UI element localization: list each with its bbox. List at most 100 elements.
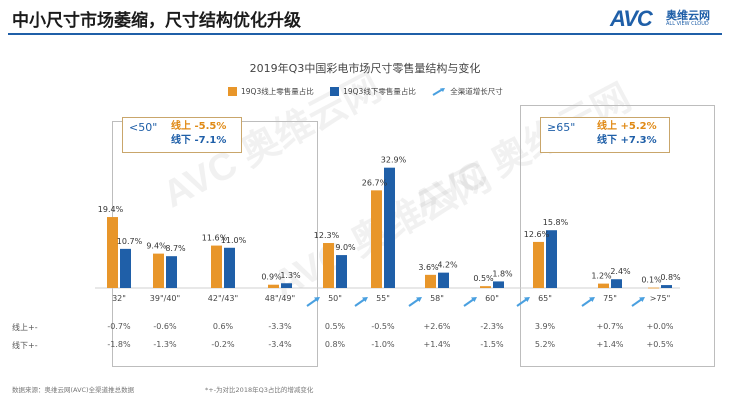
callout-offline: 线下 -7.1% bbox=[171, 135, 227, 146]
data-label-online: 1.2% bbox=[591, 272, 612, 281]
legend-label-offline: 19Q3线下零售量占比 bbox=[343, 87, 416, 96]
logo-mark: AVC bbox=[610, 6, 653, 31]
logo-name-en: ALL VIEW CLOUD bbox=[666, 21, 709, 27]
change-cell-online: -0.7% bbox=[107, 322, 131, 331]
growth-arrow-icon bbox=[306, 298, 318, 307]
change-cell-offline: -3.4% bbox=[268, 340, 292, 349]
callout-offline: 线下 +7.3% bbox=[597, 135, 657, 146]
data-label-online: 0.1% bbox=[641, 276, 662, 285]
bar-online bbox=[323, 243, 334, 288]
bar-offline bbox=[493, 281, 504, 288]
bar-online bbox=[648, 287, 659, 289]
x-tick-label: 39"/40" bbox=[150, 294, 180, 303]
growth-arrow-icon bbox=[581, 298, 593, 307]
bar-online bbox=[480, 286, 491, 288]
change-cell-online: +0.7% bbox=[596, 322, 624, 331]
data-label-online: 12.6% bbox=[524, 230, 550, 239]
footer-note: *+-为对比2018年Q3占比的增减变化 bbox=[205, 386, 314, 394]
x-tick-label: 32" bbox=[112, 294, 126, 303]
row-label-online-change: 线上+- bbox=[12, 323, 38, 332]
growth-arrow-icon bbox=[589, 297, 595, 302]
data-label-offline: 10.7% bbox=[117, 237, 143, 246]
data-label-online: 0.5% bbox=[473, 274, 494, 283]
page-title: 中小尺寸市场萎缩，尺寸结构优化升级 bbox=[12, 11, 301, 31]
data-label-offline: 4.2% bbox=[437, 261, 458, 270]
bar-offline bbox=[224, 247, 235, 288]
change-cell-offline: +0.5% bbox=[646, 340, 674, 349]
legend-online: 19Q3线上零售量占比 bbox=[228, 86, 314, 97]
legend-swatch-offline bbox=[330, 87, 340, 96]
footer-source: 数据来源：奥维云网(AVC)全渠道推总数据 bbox=[12, 386, 135, 394]
legend-label-growth: 全渠道增长尺寸 bbox=[450, 87, 503, 96]
avc-logo: AVC 奥维云网 ALL VIEW CLOUD bbox=[610, 6, 720, 32]
change-cell-online: -2.3% bbox=[480, 322, 504, 331]
callout-size: <50" bbox=[129, 121, 158, 134]
x-tick-label: 75" bbox=[603, 294, 617, 303]
callout-online: 线上 +5.2% bbox=[597, 121, 657, 132]
bar-offline bbox=[438, 272, 449, 288]
bar-online bbox=[107, 217, 118, 288]
bar-offline bbox=[336, 255, 347, 288]
data-label-offline: 1.8% bbox=[492, 269, 513, 278]
bar-offline bbox=[166, 256, 177, 288]
change-cell-offline: 0.8% bbox=[324, 340, 346, 349]
change-cell-online: -0.5% bbox=[371, 322, 395, 331]
change-cell-online: +0.0% bbox=[646, 322, 674, 331]
x-tick-label: 55" bbox=[376, 294, 390, 303]
x-tick-label: 58" bbox=[430, 294, 444, 303]
data-label-online: 26.7% bbox=[362, 178, 388, 187]
growth-arrow-icon bbox=[524, 297, 530, 302]
change-cell-offline: -1.3% bbox=[153, 340, 177, 349]
growth-arrow-icon bbox=[416, 297, 422, 302]
growth-arrow-icon bbox=[463, 298, 475, 307]
large-size-callout: ≥65" 线上 +5.2% 线下 +7.3% bbox=[540, 117, 670, 153]
data-label-offline: 32.9% bbox=[381, 156, 407, 165]
bar-online bbox=[211, 245, 222, 288]
change-cell-online: -0.6% bbox=[153, 322, 177, 331]
bar-online bbox=[598, 283, 609, 288]
bar-offline bbox=[661, 285, 672, 288]
data-label-offline: 0.8% bbox=[660, 273, 681, 282]
bar-offline bbox=[546, 230, 557, 288]
data-label-offline: 11.0% bbox=[221, 236, 247, 245]
change-cell-online: +2.6% bbox=[423, 322, 451, 331]
header-rule bbox=[8, 33, 722, 35]
bar-online bbox=[425, 274, 436, 288]
change-cell-online: 0.6% bbox=[212, 322, 234, 331]
growth-arrow-icon bbox=[408, 298, 420, 307]
change-cell-offline: -1.5% bbox=[480, 340, 504, 349]
bar-offline bbox=[281, 283, 292, 288]
growth-arrow-icon bbox=[362, 297, 368, 302]
change-cell-offline: -1.0% bbox=[371, 340, 395, 349]
data-label-offline: 1.3% bbox=[280, 271, 301, 280]
growth-arrow-icon bbox=[516, 298, 528, 307]
growth-arrow-icon bbox=[631, 298, 643, 307]
growth-arrow-icon bbox=[314, 297, 320, 302]
callout-online: 线上 -5.5% bbox=[171, 121, 227, 132]
change-cell-offline: -1.8% bbox=[107, 340, 131, 349]
legend-swatch-online bbox=[228, 87, 237, 96]
legend-offline: 19Q3线下零售量占比 bbox=[330, 86, 416, 97]
row-label-offline-change: 线下+- bbox=[12, 341, 38, 350]
small-size-callout: <50" 线上 -5.5% 线下 -7.1% bbox=[122, 117, 242, 153]
x-tick-label: 50" bbox=[328, 294, 342, 303]
x-tick-label: 60" bbox=[485, 294, 499, 303]
growth-arrow-icon bbox=[354, 298, 366, 307]
bar-online bbox=[153, 253, 164, 288]
data-label-online: 3.6% bbox=[418, 263, 439, 272]
x-tick-label: >75" bbox=[650, 294, 671, 303]
change-cell-online: 0.5% bbox=[324, 322, 346, 331]
change-cell-offline: +1.4% bbox=[423, 340, 451, 349]
change-cell-offline: +1.4% bbox=[596, 340, 624, 349]
bar-offline bbox=[384, 167, 395, 288]
callout-size: ≥65" bbox=[547, 121, 576, 134]
x-tick-label: 65" bbox=[538, 294, 552, 303]
chart-title: 2019年Q3中国彩电市场尺寸零售量结构与变化 bbox=[249, 62, 481, 75]
legend-growth: 全渠道增长尺寸 bbox=[432, 86, 503, 97]
data-label-offline: 9.0% bbox=[335, 243, 356, 252]
bar-offline bbox=[120, 248, 131, 288]
data-label-offline: 15.8% bbox=[543, 218, 569, 227]
growth-arrow-icon bbox=[432, 88, 446, 96]
large-size-panel bbox=[520, 105, 715, 367]
